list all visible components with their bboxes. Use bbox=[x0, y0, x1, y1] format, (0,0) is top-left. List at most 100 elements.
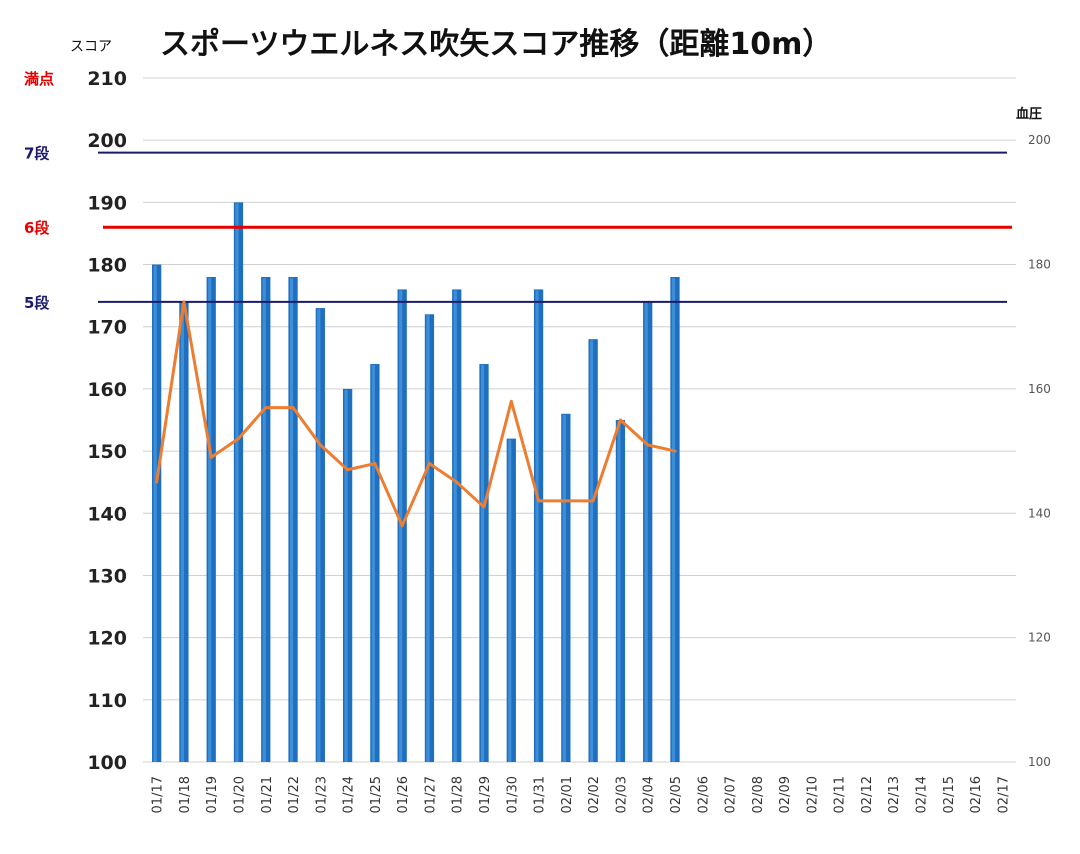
score-bar-highlight bbox=[180, 302, 185, 762]
blood-pressure-point bbox=[427, 462, 431, 466]
blood-pressure-point bbox=[400, 524, 404, 528]
x-tick-label: 02/15 bbox=[942, 776, 957, 813]
y-tick-label: 170 bbox=[87, 317, 127, 339]
score-bar-highlight bbox=[535, 290, 539, 762]
x-tick-label: 02/01 bbox=[560, 776, 575, 813]
y-tick-label: 160 bbox=[87, 379, 127, 401]
blood-pressure-point bbox=[155, 480, 159, 484]
x-tick-label: 02/11 bbox=[833, 776, 848, 813]
score-bar-highlight bbox=[371, 365, 375, 762]
score-bar-highlight bbox=[617, 421, 621, 762]
x-tick-label: 02/03 bbox=[614, 776, 629, 813]
x-tick-label: 01/28 bbox=[451, 776, 466, 813]
x-tick-label: 02/06 bbox=[696, 776, 711, 813]
x-tick-label: 01/31 bbox=[533, 776, 548, 813]
blood-pressure-point bbox=[509, 399, 513, 403]
y-tick-label: 120 bbox=[87, 628, 127, 650]
y2-tick-label: 160 bbox=[1028, 382, 1051, 396]
blood-pressure-point bbox=[564, 499, 568, 503]
blood-pressure-point bbox=[236, 437, 240, 441]
y2-tick-label: 120 bbox=[1028, 631, 1051, 645]
blood-pressure-point bbox=[346, 468, 350, 472]
y-tick-label: 150 bbox=[87, 441, 127, 463]
y-tick-label: 210 bbox=[87, 68, 127, 90]
x-tick-label: 01/29 bbox=[478, 776, 493, 813]
x-tick-label: 02/04 bbox=[642, 776, 657, 813]
score-bar-highlight bbox=[235, 203, 239, 762]
blood-pressure-point bbox=[373, 462, 377, 466]
reference-lines: 満点 7段 6段 5段 bbox=[24, 70, 1012, 312]
y-tick-label: 130 bbox=[87, 565, 127, 587]
score-bar-highlight bbox=[644, 302, 648, 762]
gridlines bbox=[143, 77, 1016, 763]
reference-label: 6段 bbox=[24, 219, 49, 237]
x-tick-label: 02/17 bbox=[996, 776, 1011, 813]
score-bar-highlight bbox=[453, 290, 457, 762]
y-tick-label: 100 bbox=[87, 752, 127, 774]
x-tick-label: 01/24 bbox=[342, 776, 357, 813]
y2-axis-label: 血圧 bbox=[1016, 106, 1042, 122]
score-bar-highlight bbox=[671, 277, 676, 762]
blood-pressure-point bbox=[455, 480, 459, 484]
score-bar-highlight bbox=[289, 277, 294, 762]
score-bar-highlight bbox=[562, 414, 566, 762]
score-bar-highlight bbox=[262, 277, 266, 762]
x-tick-label: 01/21 bbox=[260, 776, 275, 813]
x-tick-label: 02/07 bbox=[724, 776, 739, 813]
x-tick-label: 02/08 bbox=[751, 776, 766, 813]
y2-tick-label: 140 bbox=[1028, 506, 1051, 520]
x-tick-label: 02/02 bbox=[587, 776, 602, 813]
blood-pressure-point bbox=[264, 406, 268, 410]
x-tick-label: 01/27 bbox=[423, 776, 438, 813]
y2-tick-label: 100 bbox=[1028, 755, 1051, 769]
blood-pressure-point bbox=[291, 406, 295, 410]
y-tick-label: 140 bbox=[87, 503, 127, 525]
x-tick-label: 01/26 bbox=[396, 776, 411, 813]
x-tick-label: 01/22 bbox=[287, 776, 302, 813]
score-bar-highlight bbox=[317, 309, 321, 762]
x-tick-label: 02/09 bbox=[778, 776, 793, 813]
x-tick-labels: 01/17 01/18 01/19 01/20 01/21 01/22 01/23 01/24… bbox=[151, 776, 1012, 813]
x-tick-label: 01/17 bbox=[151, 776, 166, 813]
score-bar-highlight bbox=[480, 365, 485, 762]
x-tick-label: 02/12 bbox=[860, 776, 875, 813]
y2-tick-label: 200 bbox=[1028, 133, 1051, 147]
x-tick-label: 01/30 bbox=[505, 776, 520, 813]
y-axis-label: スコア bbox=[70, 39, 112, 55]
blood-pressure-point bbox=[318, 443, 322, 447]
score-bar-highlight bbox=[208, 277, 212, 762]
blood-pressure-point bbox=[537, 499, 541, 503]
y-tick-label: 200 bbox=[87, 130, 127, 152]
x-tick-label: 02/05 bbox=[669, 776, 684, 813]
x-tick-label: 02/13 bbox=[887, 776, 902, 813]
y2-tick-label: 180 bbox=[1028, 258, 1051, 272]
blood-pressure-point bbox=[182, 300, 186, 304]
chart-title: スポーツウエルネス吹矢スコア推移（距離10m） bbox=[160, 27, 832, 62]
blood-pressure-point bbox=[482, 505, 486, 509]
y-tick-label: 180 bbox=[87, 255, 127, 277]
reference-label: 7段 bbox=[24, 145, 49, 163]
blood-pressure-point bbox=[618, 418, 622, 422]
blood-pressure-point bbox=[673, 449, 677, 453]
score-bar-highlight bbox=[344, 389, 348, 762]
left-tick-labels: 100 110 120 130 140 150 160 170 180 190 200 210 bbox=[87, 68, 127, 774]
blood-pressure-point bbox=[646, 443, 650, 447]
reference-label: 5段 bbox=[24, 294, 49, 312]
x-tick-label: 01/19 bbox=[205, 776, 220, 813]
right-tick-labels: 100 120 140 160 180 200 bbox=[1028, 133, 1051, 769]
score-bar-highlight bbox=[590, 340, 594, 762]
blood-pressure-point bbox=[591, 499, 595, 503]
score-bar-highlight bbox=[153, 265, 157, 762]
blood-pressure-line bbox=[155, 300, 677, 528]
blood-pressure-point bbox=[209, 455, 213, 459]
score-bar-highlight bbox=[426, 315, 430, 762]
x-tick-label: 01/23 bbox=[314, 776, 329, 813]
x-tick-label: 02/14 bbox=[915, 776, 930, 813]
x-tick-label: 01/20 bbox=[232, 776, 247, 813]
x-tick-label: 02/16 bbox=[969, 776, 984, 813]
x-tick-label: 01/18 bbox=[178, 776, 193, 813]
y-tick-label: 110 bbox=[87, 690, 127, 712]
x-tick-label: 01/25 bbox=[369, 776, 384, 813]
score-bar-highlight bbox=[508, 439, 512, 762]
